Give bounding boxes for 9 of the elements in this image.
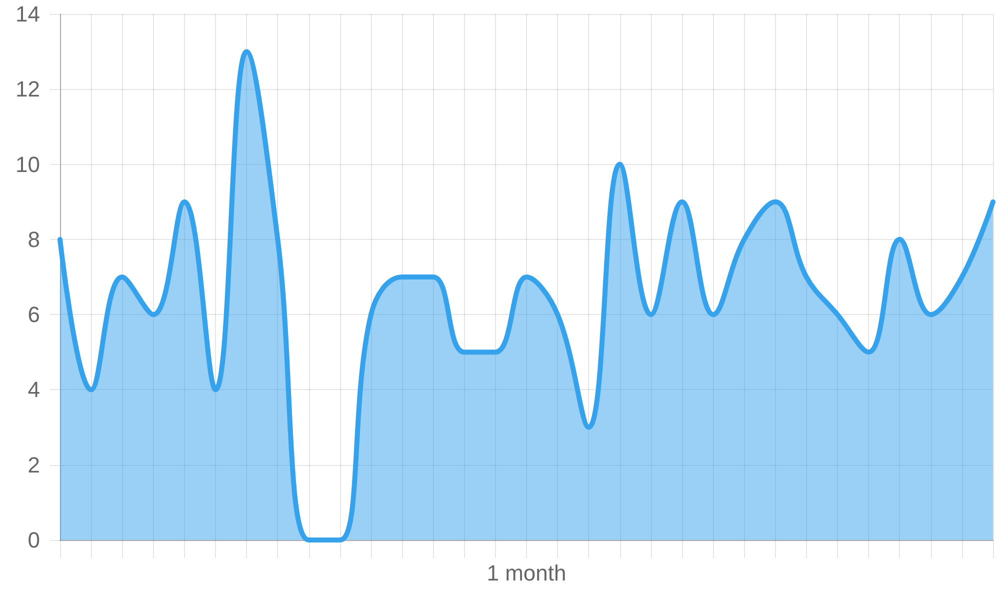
y-tick-label: 8 — [28, 226, 40, 252]
y-tick-label: 10 — [16, 152, 40, 177]
x-axis-title: 1 month — [486, 560, 566, 586]
y-tick-label: 6 — [28, 302, 40, 328]
y-tick-label: 12 — [16, 76, 40, 102]
y-tick-label: 14 — [16, 2, 40, 26]
y-tick-label: 2 — [28, 452, 40, 478]
y-tick-label: 4 — [28, 377, 40, 402]
y-tick-label: 0 — [28, 528, 40, 552]
